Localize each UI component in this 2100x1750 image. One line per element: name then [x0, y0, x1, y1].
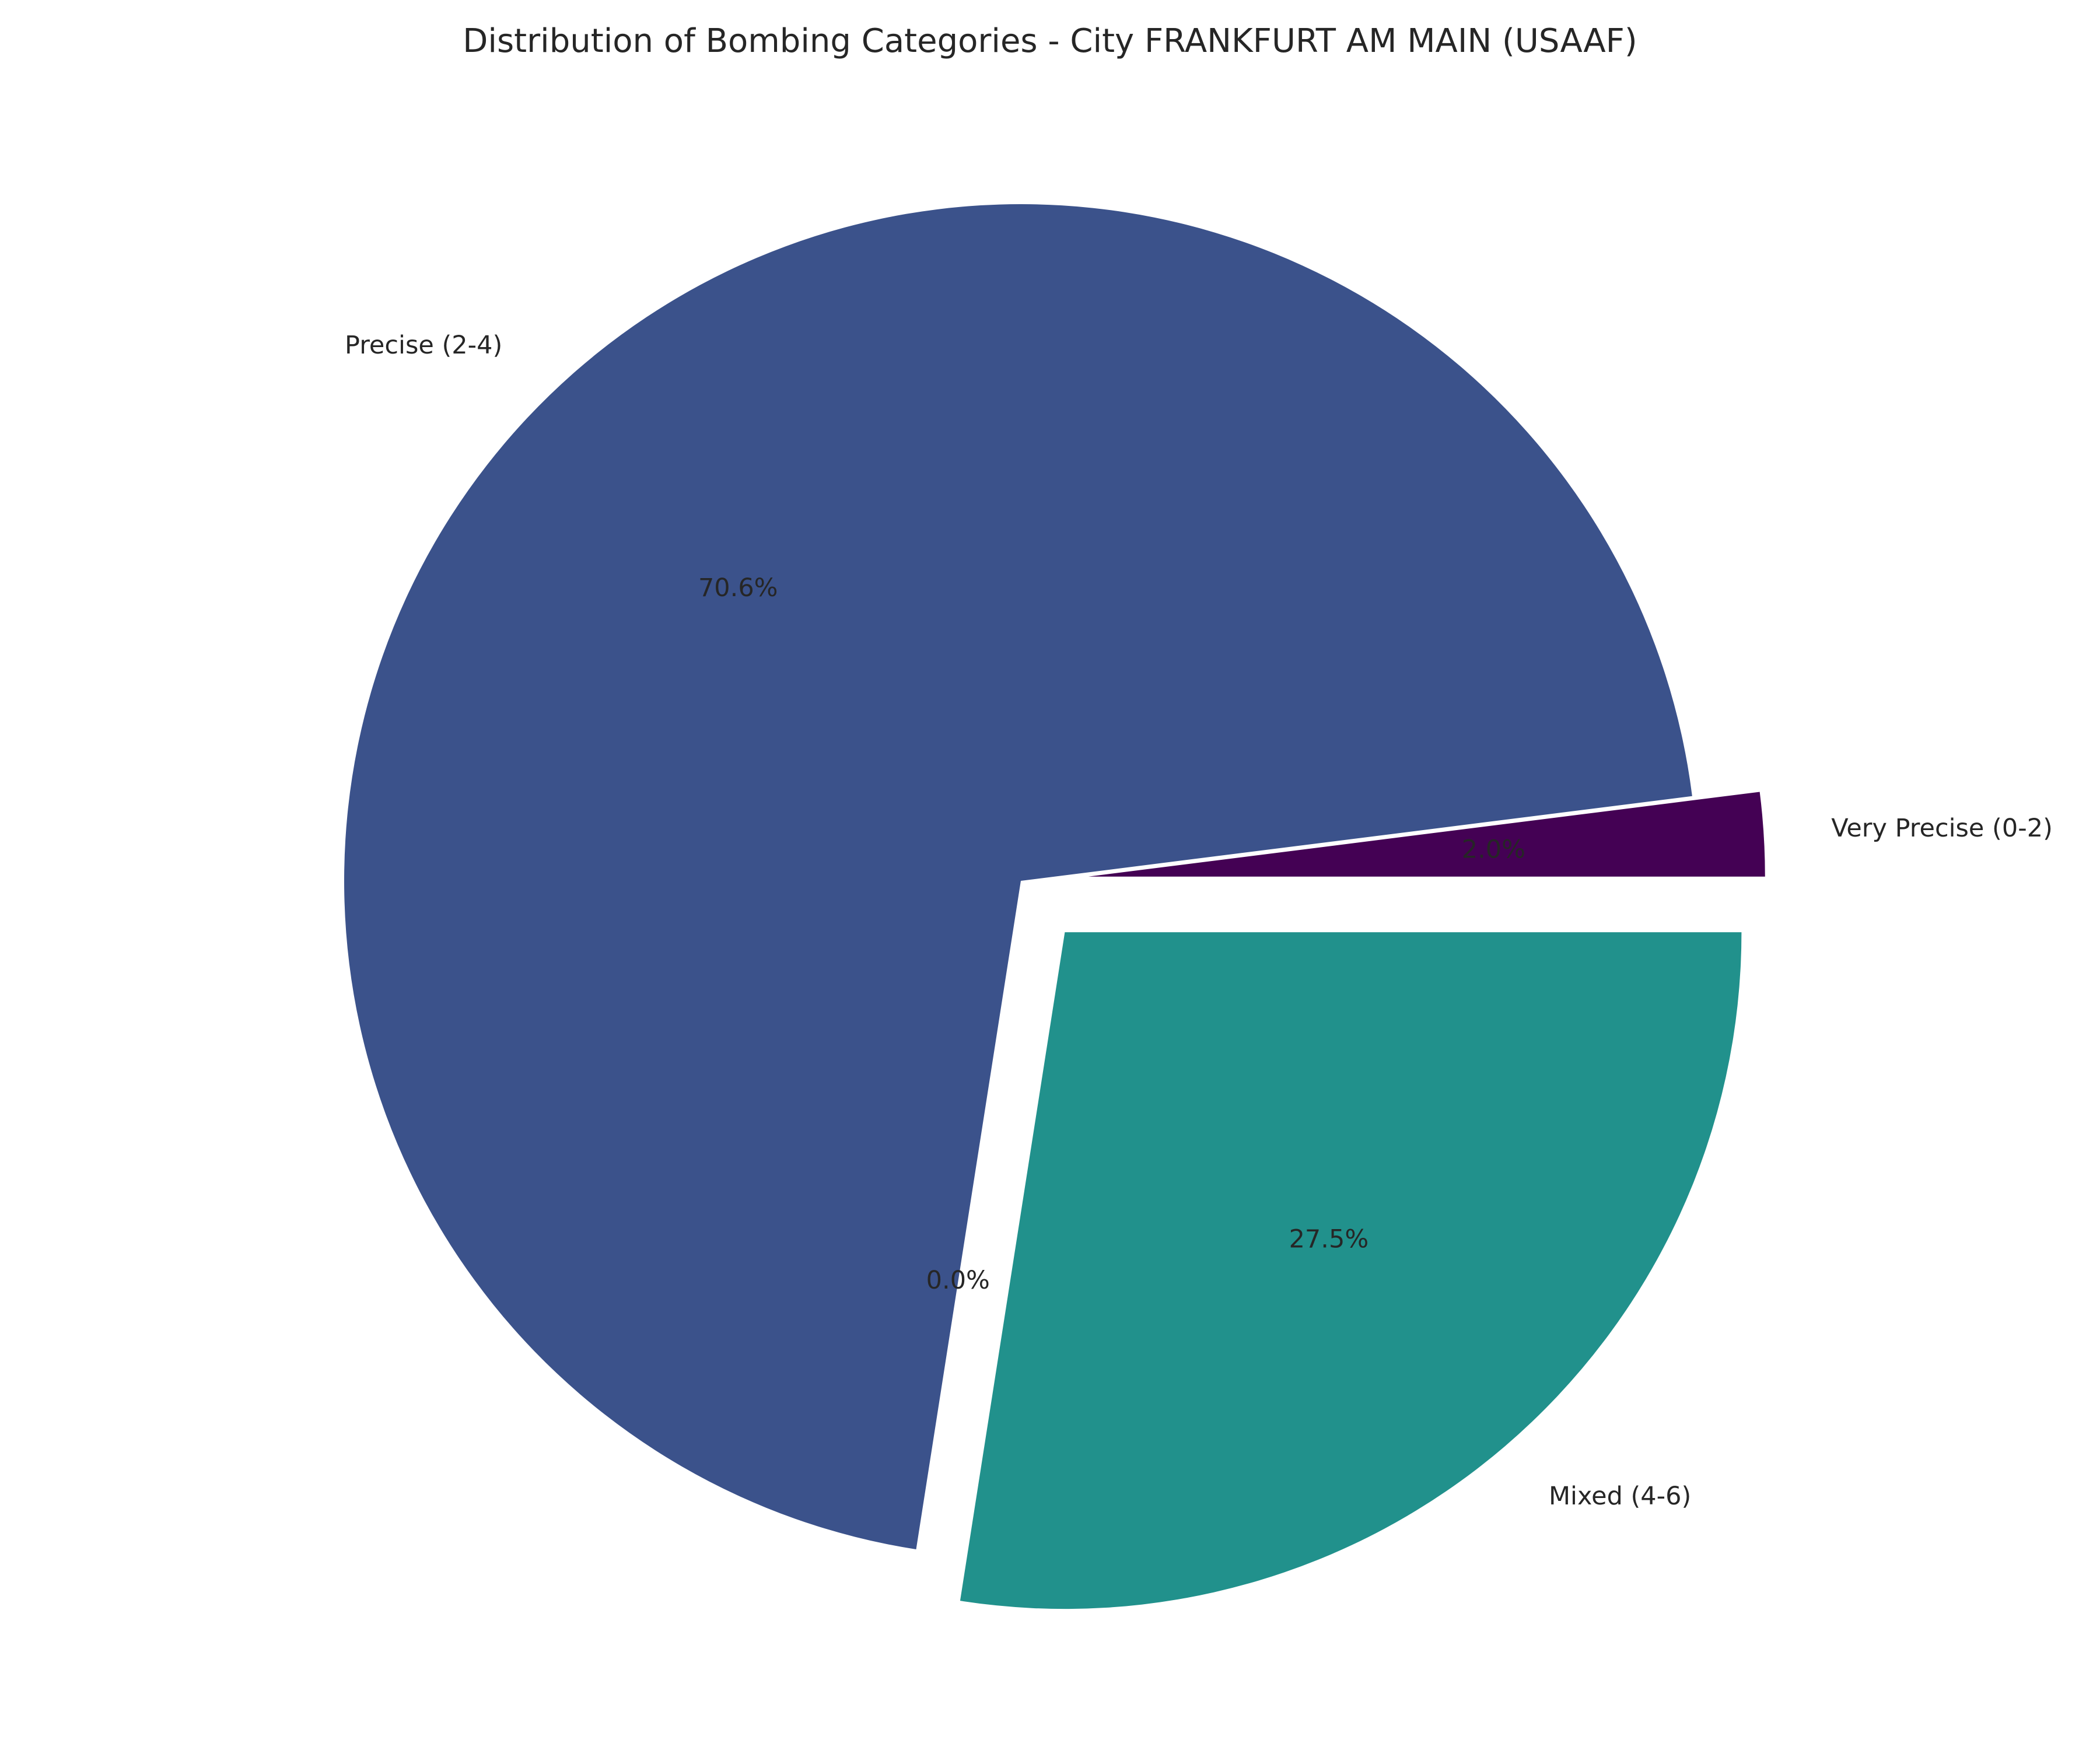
- pct-label-slice-2: 0.0%: [926, 1266, 990, 1295]
- chart-title: Distribution of Bombing Categories - Cit…: [463, 22, 1637, 60]
- slice-label-precise-2-4: Precise (2-4): [345, 331, 502, 360]
- pct-label-precise-2-4: 70.6%: [698, 573, 778, 603]
- slice-label-mixed-4-6: Mixed (4-6): [1549, 1482, 1691, 1511]
- pie-slice-precise-2-4: [344, 204, 1692, 1550]
- pct-label-very-precise-0-2: 2.0%: [1462, 835, 1525, 864]
- pie-slice-very-precise-0-2: [1088, 792, 1765, 877]
- slice-label-very-precise-0-2: Very Precise (0-2): [1831, 814, 2053, 843]
- pct-label-mixed-4-6: 27.5%: [1289, 1224, 1369, 1254]
- pie-slice-mixed-4-6: [960, 932, 1742, 1609]
